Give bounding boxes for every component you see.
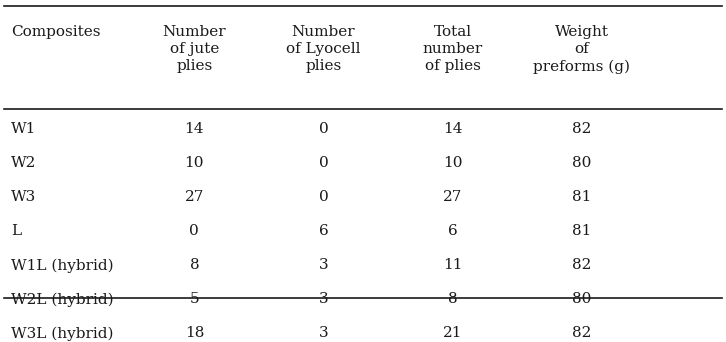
Text: Number
of Lyocell
plies: Number of Lyocell plies (286, 25, 361, 74)
Text: W3L (hybrid): W3L (hybrid) (12, 326, 114, 341)
Text: 80: 80 (572, 292, 592, 306)
Text: 6: 6 (448, 224, 457, 238)
Text: W1L (hybrid): W1L (hybrid) (12, 258, 114, 273)
Text: 81: 81 (572, 190, 592, 205)
Text: 3: 3 (319, 326, 328, 340)
Text: 3: 3 (319, 258, 328, 272)
Text: L: L (12, 224, 22, 238)
Text: 82: 82 (572, 122, 592, 136)
Text: Weight
of
preforms (g): Weight of preforms (g) (534, 25, 630, 74)
Text: 8: 8 (448, 292, 457, 306)
Text: Composites: Composites (12, 25, 101, 39)
Text: 6: 6 (319, 224, 328, 238)
Text: 10: 10 (184, 156, 204, 170)
Text: 11: 11 (443, 258, 462, 272)
Text: W2L (hybrid): W2L (hybrid) (12, 292, 114, 307)
Text: 21: 21 (443, 326, 462, 340)
Text: 0: 0 (319, 156, 328, 170)
Text: 27: 27 (184, 190, 204, 205)
Text: W2: W2 (12, 156, 37, 170)
Text: Number
of jute
plies: Number of jute plies (163, 25, 227, 74)
Text: W1: W1 (12, 122, 37, 136)
Text: 3: 3 (319, 292, 328, 306)
Text: 5: 5 (189, 292, 199, 306)
Text: 10: 10 (443, 156, 462, 170)
Text: 8: 8 (189, 258, 199, 272)
Text: 82: 82 (572, 326, 592, 340)
Text: 27: 27 (443, 190, 462, 205)
Text: 0: 0 (189, 224, 199, 238)
Text: 81: 81 (572, 224, 592, 238)
Text: W3: W3 (12, 190, 36, 205)
Text: 82: 82 (572, 258, 592, 272)
Text: 14: 14 (184, 122, 204, 136)
Text: Total
number
of plies: Total number of plies (423, 25, 483, 74)
Text: 80: 80 (572, 156, 592, 170)
Text: 18: 18 (184, 326, 204, 340)
Text: 0: 0 (319, 190, 328, 205)
Text: 0: 0 (319, 122, 328, 136)
Text: 14: 14 (443, 122, 462, 136)
